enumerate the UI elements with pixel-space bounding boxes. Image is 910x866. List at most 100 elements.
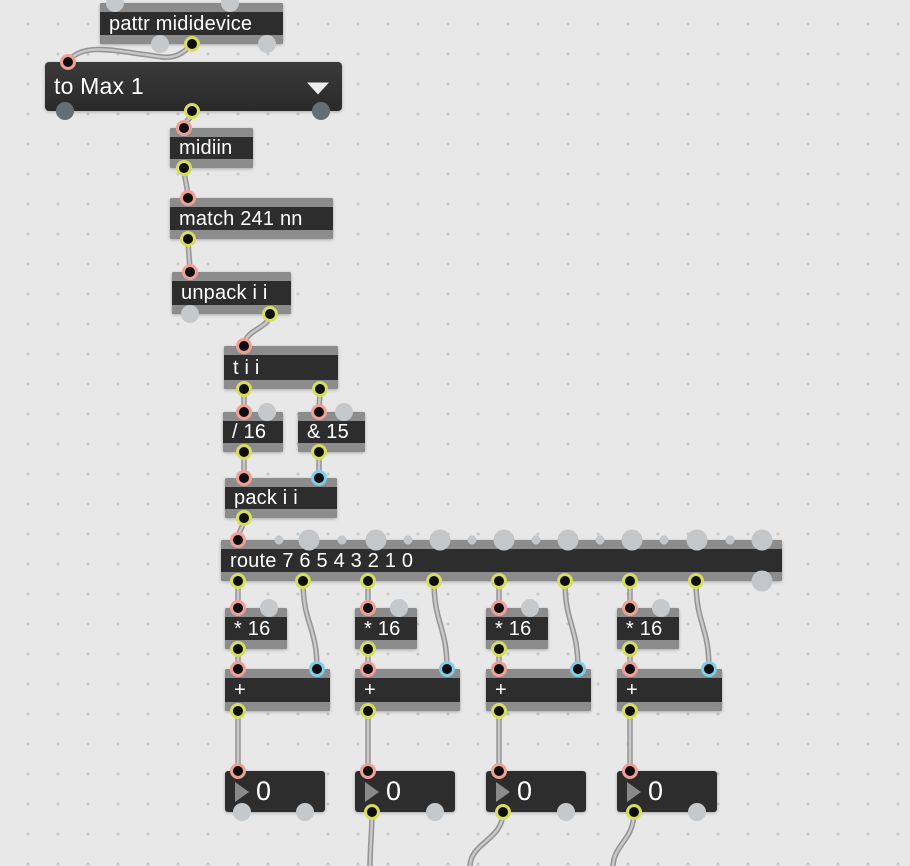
patch-cord[interactable] (693, 578, 712, 672)
outlet-unconnected[interactable] (151, 35, 169, 53)
inlet-unconnected[interactable] (258, 403, 276, 421)
object-box-pattr[interactable]: pattr mididevice (100, 0, 283, 53)
inlet-hot[interactable] (230, 532, 246, 548)
outlet-unconnected[interactable] (56, 102, 74, 120)
inlet-hot[interactable] (236, 470, 252, 486)
patch-cord[interactable] (65, 41, 195, 65)
object-box-bitand[interactable]: & 15 (298, 403, 365, 460)
umenu-dropdown[interactable]: to Max 1 (45, 54, 342, 120)
outlet-connected[interactable] (236, 510, 252, 526)
object-box-unpack[interactable]: unpack i i (172, 264, 291, 323)
object-box-plus-2[interactable]: + (355, 661, 460, 719)
inlet-unconnected[interactable] (652, 599, 670, 617)
object-box-multiply-1[interactable]: * 16 (225, 599, 287, 657)
outlet-connected[interactable] (230, 703, 246, 719)
inlet-hot[interactable] (236, 338, 252, 354)
outlet-unconnected[interactable] (751, 570, 773, 592)
outlet-connected[interactable] (491, 641, 507, 657)
inlet-unconnected[interactable] (260, 599, 278, 617)
inlet-hot[interactable] (622, 763, 638, 779)
inlet-unconnected[interactable] (521, 599, 539, 617)
number-box-3[interactable]: 0 (486, 763, 586, 821)
outlet-connected[interactable] (360, 573, 376, 589)
inlet-hot[interactable] (180, 190, 196, 206)
inlet-hot[interactable] (60, 54, 76, 70)
outlet-connected[interactable] (180, 231, 196, 247)
inlet-hot[interactable] (360, 763, 376, 779)
inlet-cold[interactable] (701, 661, 717, 677)
outlet-connected[interactable] (688, 573, 704, 589)
inlet-unconnected[interactable] (390, 599, 408, 617)
outlet-connected[interactable] (236, 381, 252, 397)
inlet-hot[interactable] (491, 600, 507, 616)
outlet-unconnected[interactable] (296, 803, 314, 821)
inlet-hot[interactable] (236, 404, 252, 420)
outlet-connected[interactable] (230, 573, 246, 589)
outlet-connected[interactable] (364, 804, 380, 820)
outlet-connected[interactable] (491, 703, 507, 719)
outlet-connected[interactable] (622, 703, 638, 719)
patch-cord[interactable] (610, 809, 637, 866)
inlet-hot[interactable] (230, 763, 246, 779)
outlet-connected[interactable] (311, 444, 327, 460)
object-box-pack[interactable]: pack i i (225, 470, 337, 526)
object-box-multiply-2[interactable]: * 16 (355, 599, 417, 657)
object-box-route[interactable]: route 7 6 5 4 3 2 1 0 (221, 529, 782, 592)
patch-cord[interactable] (300, 578, 320, 672)
outlet-connected[interactable] (557, 573, 573, 589)
patch-cord[interactable] (431, 578, 450, 672)
outlet-connected[interactable] (312, 381, 328, 397)
outlet-unconnected[interactable] (688, 803, 706, 821)
inlet-unconnected[interactable] (106, 0, 124, 12)
outlet-connected[interactable] (495, 804, 511, 820)
inlet-hot[interactable] (622, 661, 638, 677)
inlet-hot[interactable] (230, 661, 246, 677)
object-box-plus-1[interactable]: + (225, 661, 330, 719)
patch-cord[interactable] (562, 578, 581, 672)
outlet-unconnected[interactable] (312, 102, 330, 120)
number-box-2[interactable]: 0 (355, 763, 455, 821)
inlet-hot[interactable] (230, 600, 246, 616)
inlet-hot[interactable] (622, 600, 638, 616)
inlet-hot[interactable] (360, 600, 376, 616)
outlet-connected[interactable] (184, 103, 200, 119)
object-box-trigger[interactable]: t i i (224, 338, 338, 397)
inlet-unconnected[interactable] (221, 0, 239, 12)
patch-cord[interactable] (367, 809, 375, 866)
inlet-hot[interactable] (491, 661, 507, 677)
outlet-unconnected[interactable] (181, 305, 199, 323)
outlet-connected[interactable] (360, 641, 376, 657)
outlet-unconnected[interactable] (557, 803, 575, 821)
number-box-4[interactable]: 0 (617, 763, 717, 821)
inlet-cold[interactable] (439, 661, 455, 677)
outlet-unconnected[interactable] (426, 803, 444, 821)
object-box-multiply-4[interactable]: * 16 (617, 599, 679, 657)
inlet-hot[interactable] (491, 763, 507, 779)
patch-cord[interactable] (467, 809, 506, 866)
outlet-connected[interactable] (426, 573, 442, 589)
object-box-plus-3[interactable]: + (486, 661, 591, 719)
inlet-cold[interactable] (570, 661, 586, 677)
object-box-divide[interactable]: / 16 (223, 403, 283, 460)
inlet-hot[interactable] (176, 120, 192, 136)
inlet-unconnected[interactable] (335, 403, 353, 421)
object-box-multiply-3[interactable]: * 16 (486, 599, 548, 657)
inlet-hot[interactable] (360, 661, 376, 677)
object-box-midiin[interactable]: midiin (170, 120, 253, 176)
outlet-connected[interactable] (176, 160, 192, 176)
outlet-connected[interactable] (230, 641, 246, 657)
outlet-connected[interactable] (622, 641, 638, 657)
outlet-connected[interactable] (262, 306, 278, 322)
outlet-connected[interactable] (184, 36, 200, 52)
inlet-cold[interactable] (311, 470, 327, 486)
outlet-unconnected[interactable] (233, 803, 251, 821)
outlet-unconnected[interactable] (258, 35, 276, 53)
inlet-cold[interactable] (309, 661, 325, 677)
outlet-connected[interactable] (236, 444, 252, 460)
outlet-connected[interactable] (622, 573, 638, 589)
outlet-connected[interactable] (626, 804, 642, 820)
inlet-hot[interactable] (311, 404, 327, 420)
outlet-connected[interactable] (295, 573, 311, 589)
inlet-hot[interactable] (182, 264, 198, 280)
